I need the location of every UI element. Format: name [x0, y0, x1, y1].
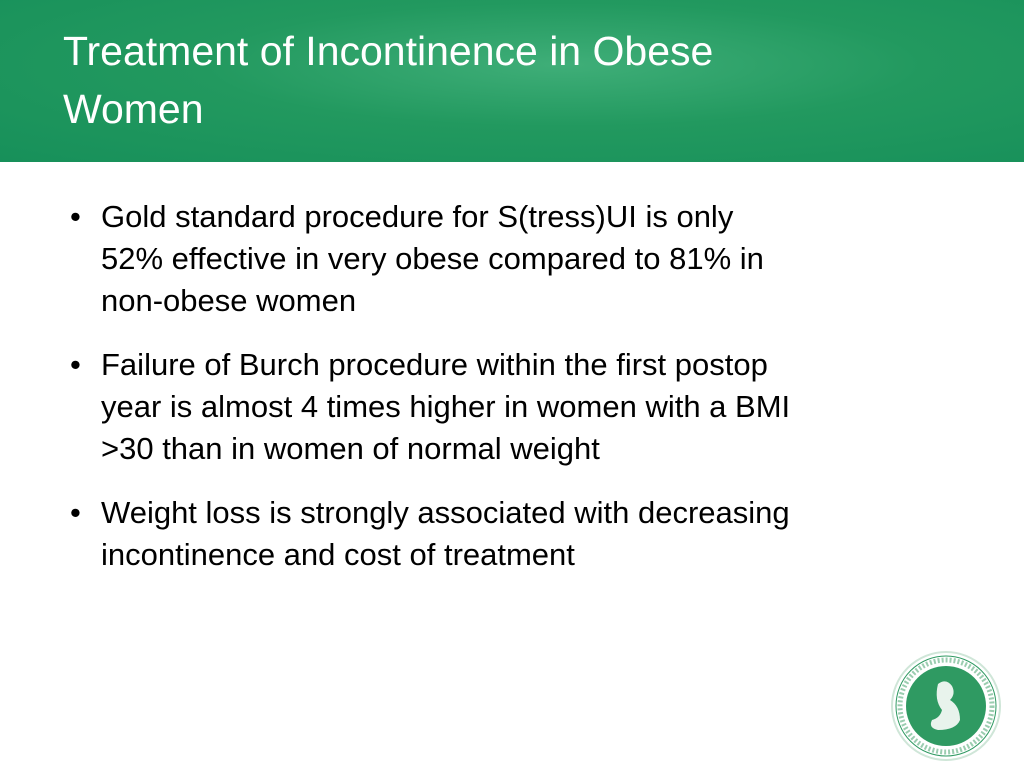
bullet-text: Failure of Burch procedure within the fi… [101, 347, 768, 382]
bullet-item: • Gold standard procedure for S(tress)UI … [0, 196, 1024, 322]
bullet-text: >30 than in women of normal weight [101, 431, 600, 466]
title-line: Treatment of Incontinence in Obese [63, 28, 714, 74]
title: Treatment of Incontinence in Obese Women [63, 22, 713, 138]
bullet-dot: • [70, 347, 81, 382]
logo [891, 651, 1001, 761]
title-line: Women [63, 86, 204, 132]
bullet-text: year is almost 4 times higher in women w… [101, 389, 791, 424]
bullet-item: • Weight loss is strongly associated with… [0, 492, 1024, 576]
bullet-item: • Failure of Burch procedure within the f… [0, 344, 1024, 470]
bullet-dot: • [70, 495, 81, 530]
bullet-text: Weight loss is strongly associated with … [101, 495, 790, 530]
bullet-text: Gold standard procedure for S(tress)UI i… [101, 199, 734, 234]
bullet-text: non-obese women [101, 283, 357, 318]
bullet-text: incontinence and cost of treatment [101, 537, 575, 572]
bullet-dot: • [70, 199, 81, 234]
bullet-text: 52% effective in very obese compared to … [101, 241, 764, 276]
header-band: Treatment of Incontinence in Obese Women [0, 0, 1024, 162]
bullet-list: • Gold standard procedure for S(tress)UI … [0, 196, 1024, 598]
